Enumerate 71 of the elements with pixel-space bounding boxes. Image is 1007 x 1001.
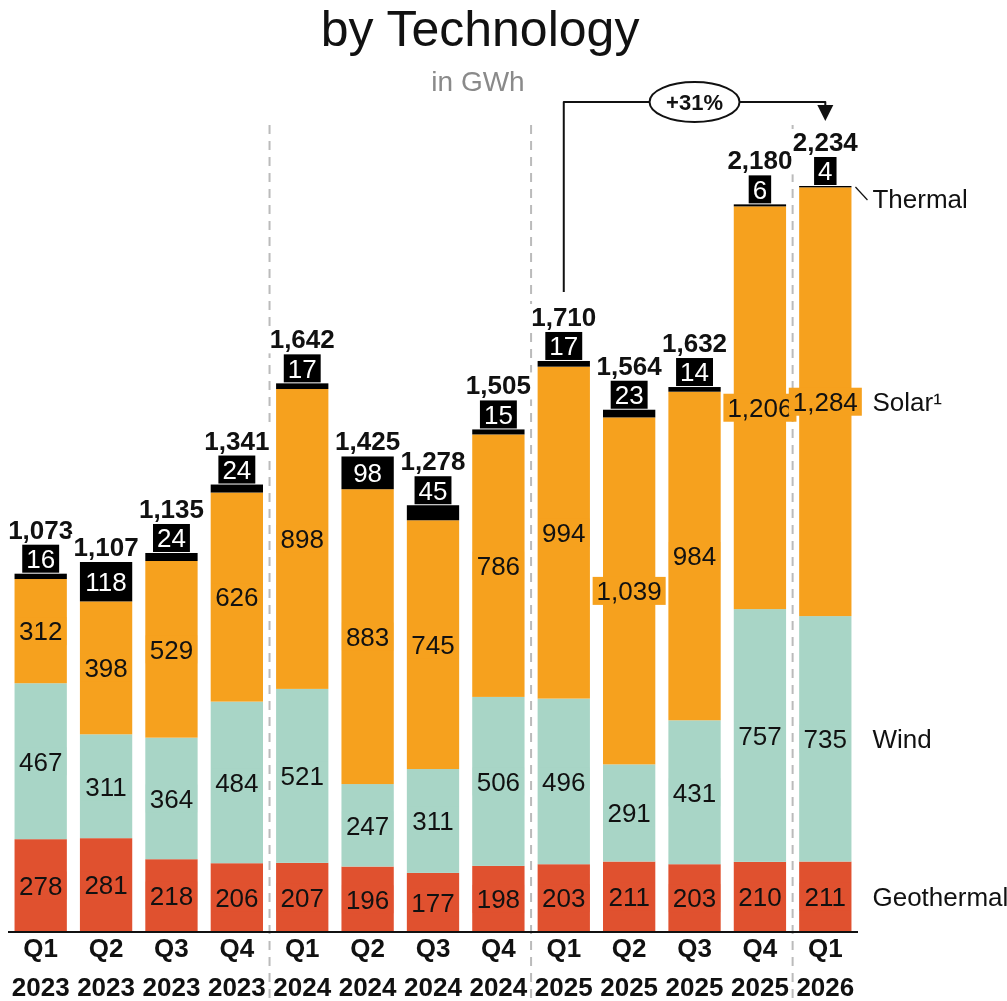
data-label: 203 xyxy=(672,883,717,914)
data-label: 203 xyxy=(542,883,586,914)
x-tick-label: Q4 2025 xyxy=(731,933,789,1001)
total-label: 1,073 xyxy=(8,514,74,545)
data-label: 312 xyxy=(19,616,63,647)
x-tick-label: Q1 2026 xyxy=(796,933,855,1001)
data-label: 521 xyxy=(280,761,324,792)
data-label: 496 xyxy=(542,766,586,797)
data-label: 198 xyxy=(476,884,521,915)
data-label: 786 xyxy=(476,551,521,582)
data-label: 735 xyxy=(803,724,847,755)
data-label: 364 xyxy=(149,783,194,814)
x-tick-label: Q4 2023 xyxy=(207,933,266,1001)
total-label: 2,180 xyxy=(727,145,793,176)
data-label: 626 xyxy=(215,582,259,613)
total-label: 1,341 xyxy=(204,425,270,456)
total-label: 1,107 xyxy=(73,532,139,563)
chart-title: by Technology xyxy=(320,1,640,57)
total-label: 2,234 xyxy=(792,127,859,157)
series-label: Wind xyxy=(872,724,932,755)
data-label: 994 xyxy=(542,517,586,548)
data-label: 211 xyxy=(804,882,847,913)
total-label: 1,135 xyxy=(138,493,204,524)
x-tick-label: Q3 2025 xyxy=(665,933,724,1001)
data-label: 218 xyxy=(149,880,194,911)
total-label: 1,278 xyxy=(400,446,466,477)
data-label: 177 xyxy=(411,887,455,918)
legend-label: Solar¹ xyxy=(872,387,943,418)
data-label: 467 xyxy=(19,746,63,777)
total-label: 1,632 xyxy=(662,328,728,359)
data-label: 211 xyxy=(608,882,650,913)
legend-label: Geothermal xyxy=(872,882,1007,913)
text: +31% xyxy=(666,89,723,115)
data-label: 311 xyxy=(85,771,127,802)
data-label: 898 xyxy=(280,524,324,555)
x-tick-label: Q2 2025 xyxy=(600,933,659,1001)
data-label: 745 xyxy=(411,630,455,661)
data-label: 883 xyxy=(345,622,390,652)
data-label: 984 xyxy=(672,541,717,572)
data-label: 484 xyxy=(215,767,259,798)
data-label: 278 xyxy=(19,870,63,901)
total-label: 1,564 xyxy=(596,350,663,381)
series-label: Thermal xyxy=(872,184,968,215)
data-label: 431 xyxy=(672,777,717,808)
data-label: 311 xyxy=(412,806,454,837)
total-label: 1,710 xyxy=(531,301,597,332)
x-tick-label: Q4 2024 xyxy=(469,933,528,1001)
total-label: 1,505 xyxy=(465,370,531,401)
data-label: 118 xyxy=(85,567,127,598)
data-label: 398 xyxy=(84,653,128,684)
x-tick-label: Q2 2024 xyxy=(338,933,398,1001)
total-label: 1,642 xyxy=(269,324,335,355)
data-label: 98 xyxy=(353,458,383,489)
data-label: 210 xyxy=(738,882,782,913)
data-label: 506 xyxy=(476,766,521,797)
x-tick-label: Q3 2024 xyxy=(404,933,463,1001)
data-label: 281 xyxy=(84,870,128,901)
data-label: 207 xyxy=(280,882,324,913)
x-tick-label: Q1 2024 xyxy=(273,933,332,1001)
x-tick-label: Q1 2025 xyxy=(534,933,593,1001)
data-label: 291 xyxy=(607,798,651,829)
x-tick-label: Q3 2023 xyxy=(142,933,201,1001)
data-label: 757 xyxy=(738,720,782,751)
data-label: 247 xyxy=(345,810,390,841)
x-tick-label: Q1 2023 xyxy=(11,933,70,1001)
data-label: 206 xyxy=(215,882,259,913)
chart-subtitle: in GWh xyxy=(431,66,525,97)
data-label: 529 xyxy=(149,634,194,665)
total-label: 1,425 xyxy=(335,426,401,457)
data-label: 196 xyxy=(345,884,390,915)
x-tick-label: Q2 2023 xyxy=(77,933,135,1001)
